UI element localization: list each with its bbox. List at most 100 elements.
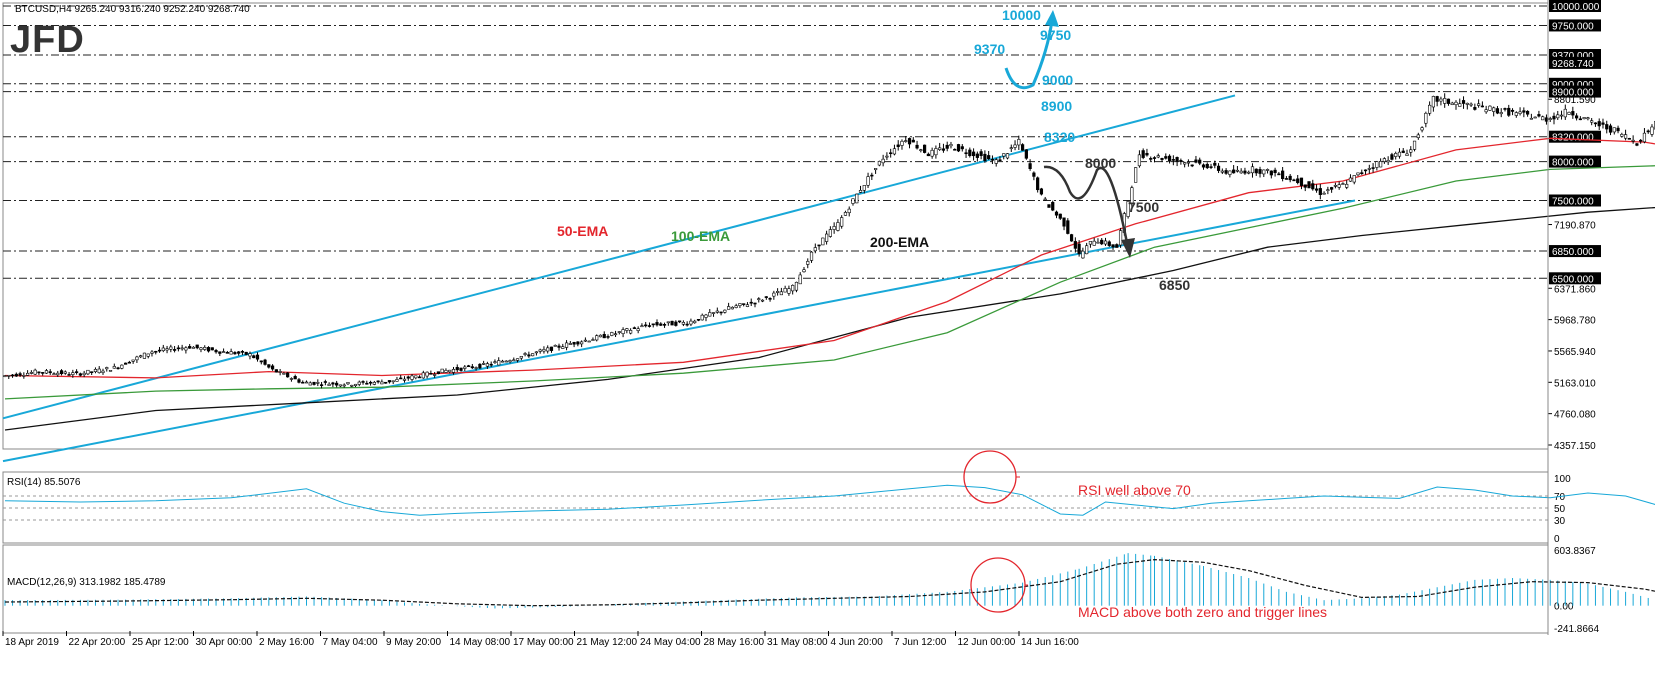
date-label: 14 May 08:00 [450,637,511,648]
candle-body [150,351,154,354]
candle-body [1375,161,1379,168]
candle-body [753,302,757,305]
price-scale-label: 8801.590 [1554,95,1596,106]
rsi-highlight-circle [963,450,1017,504]
candle-body [218,351,222,354]
candle-body [1262,169,1266,175]
rsi-annotation: RSI well above 70 [1078,482,1191,498]
candle-body [1352,175,1356,183]
candle-body [1443,98,1447,104]
candle-body [1563,108,1567,118]
candle-body [286,372,290,378]
candle-body [689,320,693,325]
candle-body [670,320,674,326]
candle-body [41,372,45,374]
price-tag-bg [1549,245,1601,258]
candle-body [564,342,569,348]
candle-body [1639,139,1643,142]
candle-body [335,382,339,386]
candle-body [14,373,18,377]
candle-body [1167,155,1172,162]
candle-body [557,345,561,348]
candle-body [180,347,184,350]
price-scale-label: 4760.080 [1554,410,1596,421]
candle-body [361,381,365,383]
candle-body [304,381,309,384]
candle-body [485,363,490,367]
candle-body [282,372,286,375]
candle-body [188,346,192,349]
ema-50-line [4,137,1655,379]
candle-body [990,159,995,161]
candle-body [1492,107,1496,112]
candle-body [1586,117,1590,120]
candle-body [1186,161,1191,164]
candle-body [1405,153,1409,156]
price-tag: 8900.000 [1552,88,1594,99]
candle-body [455,367,459,371]
candle-body [1620,134,1624,137]
price-tag: 8320.000 [1552,133,1594,144]
candle-body [806,261,810,265]
candle-body [855,193,859,204]
candle-body [384,381,388,384]
candle-body [1232,169,1236,174]
candle-body [802,269,806,273]
candle-body [127,361,131,364]
level-tag-7500: 7500 [1128,199,1159,215]
candle-body [1058,213,1062,219]
candle-body [613,333,618,336]
candle-body [515,358,520,361]
candle-body [1073,241,1077,249]
candle-body [1028,163,1032,169]
candle-body [512,359,516,362]
candle-body [237,351,241,354]
candle-body [1360,172,1364,174]
candle-body [278,371,282,373]
candle-body [56,372,60,376]
candle-body [1420,127,1424,131]
candle-body [1326,189,1330,191]
candle-body [1556,114,1560,119]
candle-body [406,376,410,379]
candle-body [233,352,237,355]
candle-body [1292,179,1296,182]
date-axis: 18 Apr 2019 22 Apr 20:00 25 Apr 12:00 30 Ap… [2,631,1079,648]
date-label: 25 Apr 12:00 [132,637,189,648]
candle-body [825,233,829,242]
candle-body [858,190,863,193]
candle-body [248,353,252,357]
candle-body [1435,96,1439,102]
price-tag: 9000.000 [1552,80,1594,91]
candle-body [10,374,15,377]
price-scale-label: 5968.780 [1554,316,1596,327]
candle-body [82,372,86,376]
candle-body [1341,183,1345,185]
candle-body [1213,162,1217,166]
price-tag-bg [1549,85,1601,98]
candle-body [1337,184,1341,188]
candle-body [1036,177,1040,191]
candle-body [1439,98,1443,102]
date-label: 2 May 16:00 [259,637,314,648]
candle-body [546,347,550,352]
candle-body [75,371,79,373]
candle-body [402,378,407,381]
candle-body [497,360,501,366]
candle-body [433,374,437,376]
price-tag: 8000.000 [1552,158,1594,169]
candle-body [78,373,82,376]
candle-body [1488,105,1492,111]
candle-body [1250,166,1255,174]
candle-body [1149,158,1153,160]
candle-body [1503,108,1507,110]
candle-body [1541,116,1545,121]
candle-body [429,373,433,375]
candle-body [892,148,897,155]
ema-label: 200-EMA [870,234,929,250]
level-tag-8000: 8000 [1085,155,1116,171]
candle-body [1605,124,1609,130]
candle-body [832,226,836,230]
candle-body [1281,170,1285,180]
